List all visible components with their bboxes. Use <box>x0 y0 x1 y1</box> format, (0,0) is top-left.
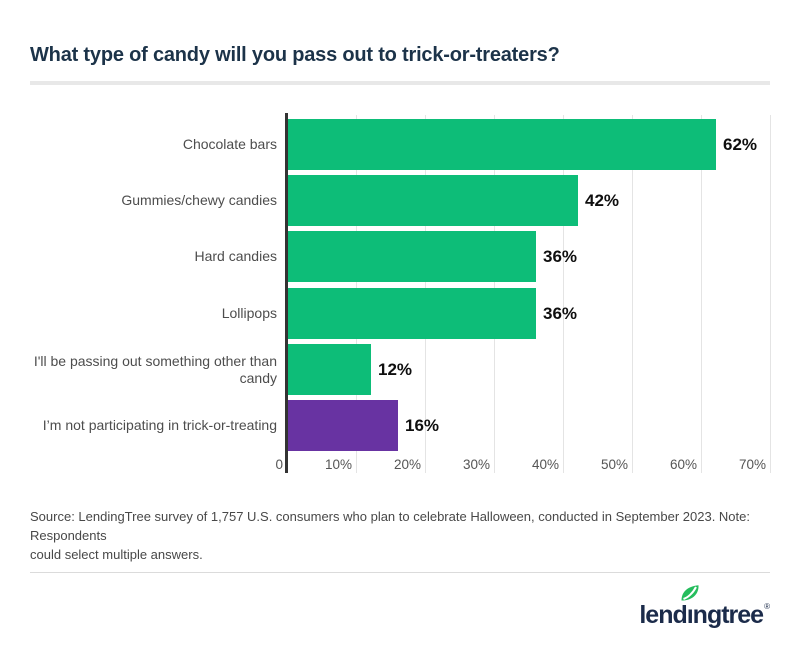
grid-line <box>563 115 564 473</box>
x-tick-label: 40% <box>531 457 559 472</box>
bar-chart: Chocolate bars 62% Gummies/chewy candies 42… <box>0 105 800 490</box>
bar <box>288 288 536 339</box>
category-label: Lollipops <box>221 305 277 321</box>
grid-line <box>701 115 702 473</box>
bar <box>288 400 398 451</box>
x-tick-label: 0 <box>275 457 283 472</box>
lendingtree-logo: lendıngtree® <box>639 584 770 630</box>
category-label: I’m not participating in trick-or-treati… <box>42 417 277 433</box>
source-note: Source: LendingTree survey of 1,757 U.S.… <box>30 507 770 564</box>
source-note-line2: could select multiple answers. <box>30 547 203 562</box>
x-tick-label: 50% <box>600 457 628 472</box>
title-divider <box>30 81 770 85</box>
value-label: 42% <box>585 190 620 210</box>
category-label: Chocolate bars <box>182 136 277 152</box>
x-tick-label: 60% <box>669 457 697 472</box>
grid-line <box>632 115 633 473</box>
x-tick-label: 10% <box>324 457 352 472</box>
value-label: 36% <box>543 246 578 266</box>
value-label: 12% <box>378 359 413 379</box>
grid-line <box>770 115 771 473</box>
registered-mark: ® <box>764 602 770 611</box>
logo-wordmark: lendıngtree <box>639 601 764 629</box>
bar <box>288 344 371 395</box>
value-label: 16% <box>405 415 440 435</box>
category-label: Gummies/chewy candies <box>121 192 277 208</box>
bar <box>288 119 716 170</box>
value-label: 36% <box>543 303 578 323</box>
category-label: Hard candies <box>194 248 278 264</box>
chart-title: What type of candy will you pass out to … <box>30 44 560 66</box>
x-tick-label: 30% <box>462 457 490 472</box>
bar <box>288 231 536 282</box>
y-axis-line <box>285 113 288 473</box>
category-label: I'll be passing out something other than… <box>33 352 277 386</box>
leaf-icon <box>679 584 701 608</box>
value-label: 62% <box>723 134 758 154</box>
footer-divider <box>30 572 770 573</box>
x-tick-label: 20% <box>393 457 421 472</box>
x-tick-label: 70% <box>738 457 766 472</box>
bar <box>288 175 578 226</box>
source-note-line1: Source: LendingTree survey of 1,757 U.S.… <box>30 509 750 543</box>
